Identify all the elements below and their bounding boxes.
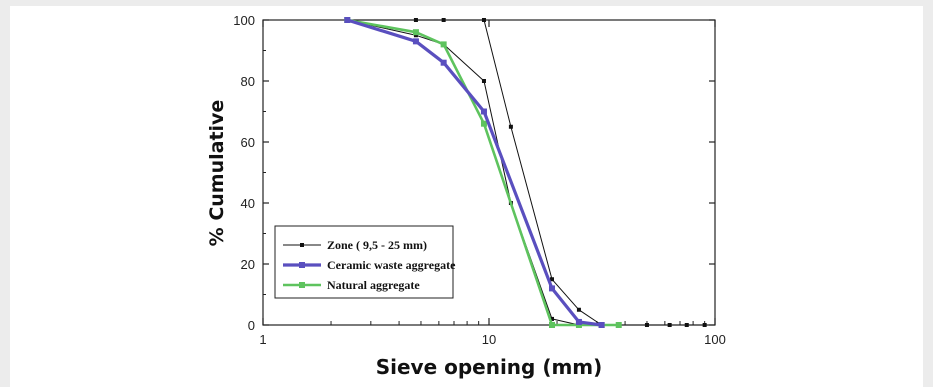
natural-aggregate-point	[412, 29, 419, 36]
x-axis-title: Sieve opening (mm)	[376, 355, 603, 379]
x-tick-label: 100	[704, 332, 726, 347]
ceramic-waste-aggregate-point	[440, 59, 447, 66]
ceramic-waste-aggregate-point	[548, 285, 555, 292]
zone-boundary-upper-point	[413, 18, 418, 22]
x-tick-label: 10	[482, 332, 496, 347]
y-tick-label: 40	[241, 196, 255, 211]
figure-card: 0 20 40 60 80 100 1 10 100 Sieve opening (mm) % …	[10, 6, 923, 387]
y-axis-title: % Cumulative	[206, 100, 228, 247]
legend-entry-zone-marker	[300, 243, 304, 247]
ceramic-waste-aggregate-point	[344, 17, 351, 23]
zone-boundary-upper-point	[508, 124, 513, 129]
x-tick-label: 1	[259, 332, 266, 347]
zone-boundary-upper-point	[576, 307, 581, 312]
natural-aggregate-point	[575, 322, 582, 328]
y-tick-label: 0	[248, 318, 255, 333]
zone-boundary-lower-point	[481, 79, 486, 83]
zone-boundary-lower-point	[413, 33, 418, 38]
y-tick-label: 80	[241, 74, 255, 89]
ceramic-waste-aggregate-point	[412, 38, 419, 45]
natural-aggregate-point	[480, 120, 487, 127]
series-layer	[344, 17, 707, 328]
legend-entry-ceramic-label: Ceramic waste aggregate	[327, 258, 456, 272]
zone-boundary-upper-point	[441, 18, 446, 22]
zone-boundary-upper-point	[481, 18, 486, 22]
legend-entry-natural-marker	[299, 282, 305, 288]
cumulative-sieve-chart: 0 20 40 60 80 100 1 10 100 Sieve opening (mm) % …	[206, 13, 726, 379]
zone-boundary-upper-point	[549, 277, 554, 282]
zone-boundary-upper-point	[702, 323, 707, 327]
ceramic-waste-aggregate-point	[575, 318, 582, 325]
natural-aggregate-point	[615, 322, 622, 328]
zone-boundary-upper-point	[684, 323, 689, 327]
zone-boundary-upper-point	[644, 323, 649, 327]
legend-entry-ceramic-marker	[299, 262, 305, 268]
y-tick-label: 20	[241, 257, 255, 272]
ceramic-waste-aggregate-point	[598, 322, 605, 328]
axis-ticks: 0 20 40 60 80 100 1 10 100	[233, 13, 726, 347]
y-tick-label: 100	[233, 13, 255, 28]
zone-boundary-lower-point	[549, 316, 554, 321]
natural-aggregate-point	[548, 322, 555, 328]
legend-entry-zone-label: Zone ( 9,5 - 25 mm)	[327, 238, 427, 252]
legend: Zone ( 9,5 - 25 mm) Ceramic waste aggrega…	[274, 225, 456, 299]
legend-entry-natural-label: Natural aggregate	[327, 278, 420, 292]
ceramic-waste-aggregate-point	[480, 108, 487, 115]
y-tick-label: 60	[241, 135, 255, 150]
zone-boundary-upper-point	[667, 323, 672, 327]
natural-aggregate-point	[440, 41, 447, 48]
